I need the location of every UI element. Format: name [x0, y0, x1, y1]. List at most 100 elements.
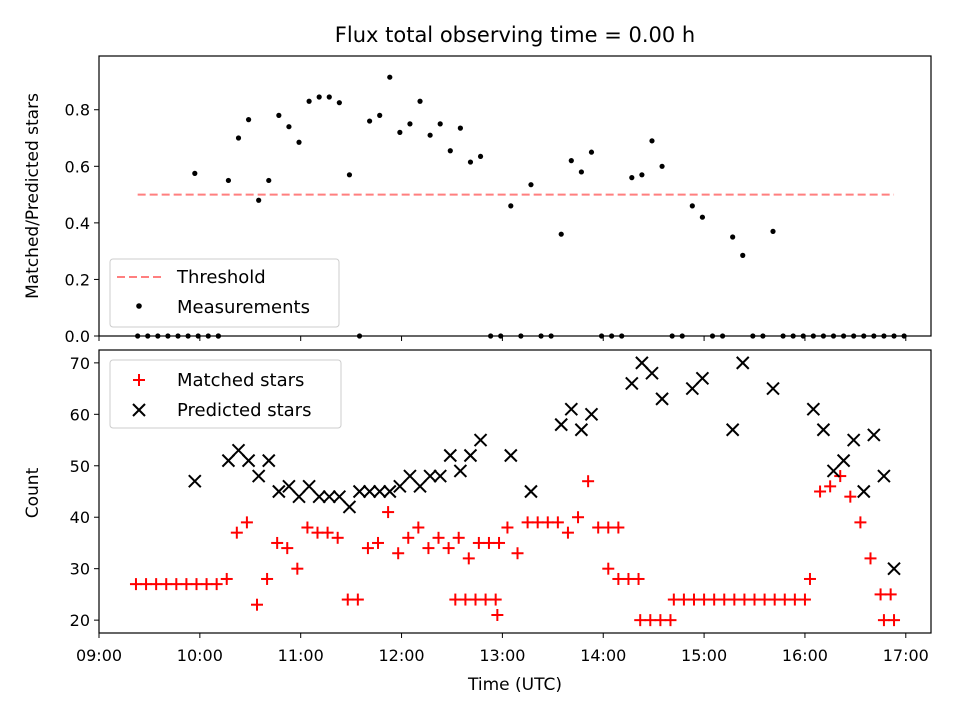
measurement-point — [165, 333, 171, 339]
matched-star-point — [382, 506, 395, 519]
measurement-point — [740, 252, 746, 258]
measurement-point — [830, 333, 837, 339]
matched-star-point — [160, 578, 173, 591]
bottom-y-tick-label: 60 — [70, 405, 90, 424]
chart-title: Flux total observing time = 0.00 h — [335, 23, 695, 47]
measurement-point — [689, 203, 695, 209]
measurement-point — [175, 333, 181, 339]
matched-star-point — [351, 593, 364, 606]
matched-star-point — [432, 531, 445, 544]
measurement-point — [447, 148, 453, 154]
top-y-tick-label: 0.4 — [65, 214, 90, 233]
matched-star-point — [271, 536, 284, 549]
predicted-star-point — [836, 453, 851, 468]
measurement-point — [588, 149, 595, 155]
measurement-point — [528, 182, 534, 188]
predicted-star-point — [352, 484, 367, 499]
matched-star-point — [491, 608, 504, 621]
predicted-star-point — [867, 428, 881, 442]
matched-star-point — [788, 593, 801, 606]
matched-star-point — [452, 531, 465, 544]
matched-star-point — [129, 578, 142, 591]
matched-star-point — [798, 593, 811, 606]
bottom-y-tick-label: 50 — [70, 457, 90, 476]
matched-star-point — [511, 547, 524, 560]
matched-star-point — [479, 593, 492, 606]
predicted-star-point — [857, 484, 871, 499]
matched-star-point — [140, 578, 153, 591]
matched-star-point — [261, 572, 274, 585]
matched-star-point — [402, 531, 415, 544]
matched-star-point — [190, 578, 203, 591]
top-legend-box — [109, 258, 340, 328]
measurement-point — [558, 231, 564, 237]
measurement-point — [276, 112, 282, 118]
matched-star-point — [582, 475, 595, 488]
matched-star-point — [372, 536, 385, 549]
matched-star-point — [824, 480, 837, 493]
legend-matched-label: Matched stars — [177, 370, 304, 391]
predicted-star-point — [188, 474, 202, 488]
measurement-point — [296, 139, 302, 145]
matched-star-point — [612, 572, 625, 585]
predicted-star-point — [322, 489, 336, 504]
measurement-point — [192, 170, 198, 176]
predicted-star-point — [846, 433, 861, 447]
predicted-star-point — [625, 376, 639, 391]
matched-star-point — [361, 542, 374, 555]
measurement-point — [488, 333, 494, 339]
predicted-star-point — [332, 489, 347, 504]
measurement-point — [619, 333, 625, 339]
measurement-point — [548, 333, 554, 339]
matched-star-point — [561, 526, 574, 539]
predicted-star-point — [433, 469, 447, 483]
predicted-star-point — [504, 448, 518, 463]
matched-star-point — [864, 552, 877, 565]
x-axis-label: Time (UTC) — [467, 675, 562, 695]
predicted-star-point — [554, 417, 568, 432]
top-y-tick-label: 0.0 — [65, 327, 90, 346]
bottom-y-axis: 20 30 40 50 60 70 — [70, 354, 99, 630]
measurement-point — [205, 333, 211, 339]
measurement-point — [679, 333, 685, 339]
matched-star-point — [541, 516, 554, 529]
measurement-point — [861, 333, 867, 339]
predicted-star-point — [221, 453, 236, 468]
matched-star-point — [654, 614, 667, 627]
x-axis: 09:00 10:00 11:00 12:00 13:00 14:00 15:00 16:00… — [76, 633, 929, 665]
bottom-y-tick-label: 20 — [70, 611, 90, 630]
top-y-tick-label: 0.8 — [65, 101, 90, 120]
x-tick-label: 15:00 — [681, 646, 727, 665]
predicted-star-point — [635, 356, 649, 370]
matched-star-point — [644, 614, 657, 627]
measurement-point — [629, 175, 635, 181]
measurement-point — [306, 98, 312, 104]
matched-star-point — [688, 593, 701, 606]
matched-star-point — [493, 536, 506, 549]
measurement-point — [437, 121, 443, 127]
measurement-point — [215, 333, 221, 339]
matched-star-point — [240, 516, 253, 529]
matched-star-point — [551, 516, 564, 529]
matched-star-point — [482, 536, 495, 549]
measurement-point — [518, 333, 524, 339]
matched-star-point — [150, 578, 163, 591]
measurement-point — [145, 333, 151, 339]
measurement-point — [427, 132, 433, 138]
predicted-star-point — [685, 381, 700, 396]
x-tick-label: 10:00 — [177, 646, 223, 665]
predicted-star-point — [564, 402, 579, 416]
measurement-point — [346, 172, 353, 178]
matched-star-point — [472, 536, 485, 549]
matched-star-point — [632, 572, 645, 585]
legend-predicted-label: Predicted stars — [177, 400, 311, 421]
measurement-point — [316, 94, 322, 100]
top-legend: Threshold Measurements — [109, 258, 340, 328]
measurement-point — [538, 333, 544, 339]
matched-star-point — [301, 521, 314, 534]
measurement-point — [387, 74, 393, 80]
measurement-point — [508, 203, 514, 209]
matched-star-point — [230, 526, 243, 539]
predicted-star-point — [251, 469, 266, 483]
predicted-star-point — [806, 402, 821, 416]
